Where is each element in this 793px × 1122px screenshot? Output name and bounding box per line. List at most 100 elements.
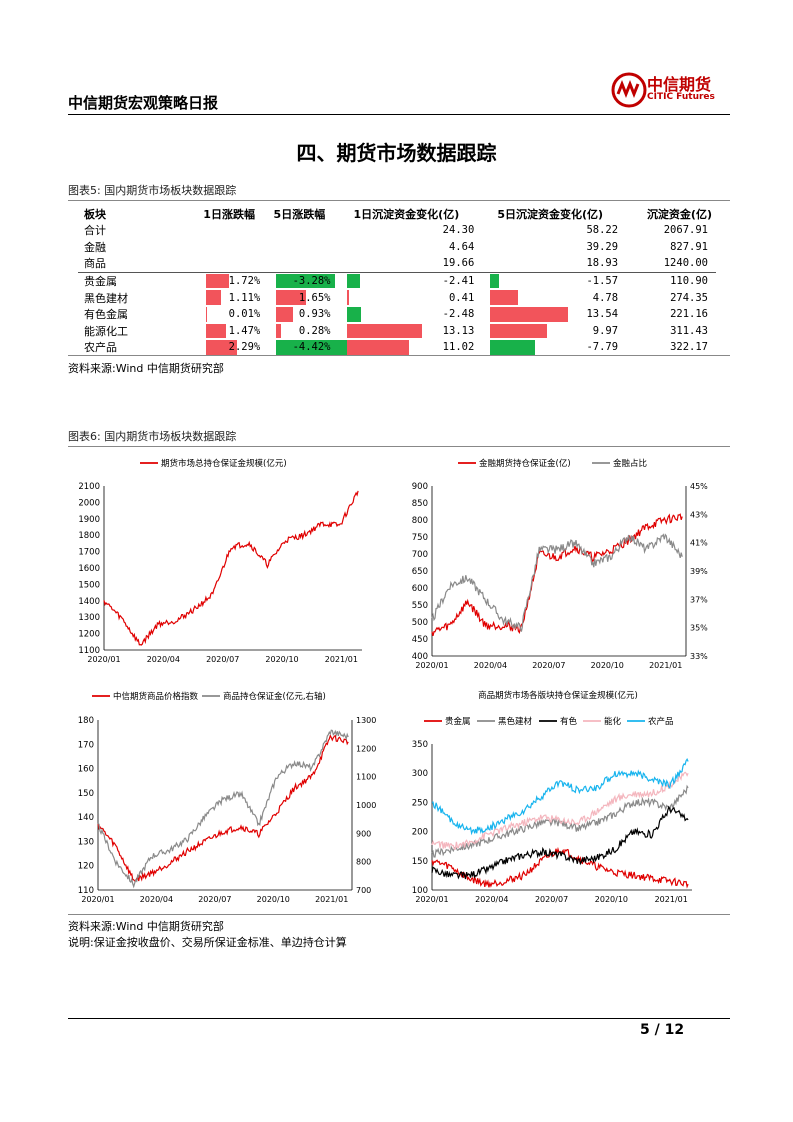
- sector-data-table: 板块 1日涨跌幅 5日涨跌幅 1日沉淀资金变化(亿) 5日沉淀资金变化(亿) 沉…: [78, 205, 716, 356]
- cell-d5: 1.65%: [264, 289, 334, 306]
- y-tick-label: 140: [78, 813, 94, 823]
- table-row: 农产品 2.29% -4.42% 11.02 -7.79 322.17: [78, 339, 716, 356]
- table-row: 黑色建材 1.11% 1.65% 0.41 4.78 274.35: [78, 289, 716, 306]
- cell-value: -2.48: [442, 308, 475, 321]
- cell-total: 110.90: [622, 271, 716, 290]
- cell-value: 311.43: [670, 324, 708, 337]
- header-divider: [68, 114, 730, 115]
- x-tick-label: 2021/01: [649, 661, 682, 670]
- cell-value: [331, 224, 335, 236]
- y-tick-label: 650: [412, 567, 428, 577]
- x-tick-label: 2020/10: [265, 655, 298, 664]
- positive-bar: [490, 306, 568, 322]
- x-tick-label: 2020/07: [532, 661, 565, 670]
- y-tick-label: 1300: [78, 613, 100, 623]
- y-tick-label: 130: [78, 837, 94, 847]
- cell-value: 0.28%: [298, 324, 331, 337]
- y-tick-label: 170: [78, 740, 94, 750]
- cell-total: 221.16: [622, 306, 716, 323]
- cell-value: 110.90: [670, 275, 708, 288]
- chart-sector-margin: 100 150 200 250 300 350 2020/01 2020/04 2020/07 2…: [412, 690, 692, 904]
- y2-tick-label: 43%: [690, 510, 708, 519]
- y2-tick-label: 800: [356, 858, 371, 867]
- cell-value: 1240.00: [663, 257, 708, 270]
- cell-c5: -7.79: [478, 339, 622, 356]
- cell-c1: -2.48: [335, 306, 479, 323]
- cell-d1: [194, 222, 264, 239]
- y-tick-label: 1700: [78, 548, 100, 558]
- cell-d5: [264, 222, 334, 239]
- cell-d5: [264, 239, 334, 256]
- cell-value: [331, 241, 335, 253]
- negative-bar: [346, 273, 361, 289]
- table-row: 有色金属 0.01% 0.93% -2.48 13.54 221.16: [78, 306, 716, 323]
- figure5-source: 资料来源:Wind 中信期货研究部: [68, 362, 224, 375]
- x-tick-label: 2021/01: [315, 895, 348, 904]
- cell-value: [331, 257, 335, 269]
- y-tick-label: 1100: [78, 646, 100, 656]
- y-tick-label: 450: [412, 635, 428, 645]
- y-tick-label: 850: [412, 499, 428, 509]
- negative-bar: [276, 340, 355, 355]
- cell-value: 39.29: [586, 240, 619, 253]
- section-title: 四、期货市场数据跟踪: [296, 141, 497, 165]
- negative-bar: [490, 273, 500, 289]
- cell-value: 9.97: [592, 324, 619, 337]
- cell-c5: -1.57: [478, 271, 623, 290]
- y2-tick-label: 37%: [690, 595, 708, 604]
- legend-label: 商品持仓保证金(亿元,右轴): [223, 691, 326, 702]
- cell-value: 13.54: [586, 308, 619, 321]
- cell-c5: 18.93: [478, 255, 622, 272]
- x-tick-label: 2020/01: [81, 895, 114, 904]
- y-tick-label: 110: [78, 886, 94, 896]
- cell-d1: 0.01%: [194, 306, 264, 323]
- sector-name: 有色金属: [84, 308, 128, 322]
- figure6-source: 资料来源:Wind 中信期货研究部: [68, 920, 224, 933]
- table-row: 贵金属 1.72% -3.28% -2.41 -1.57 110.90: [78, 271, 716, 290]
- series-line: [431, 513, 683, 636]
- col-header-c1: 1日沉淀资金变化(亿): [353, 207, 460, 221]
- positive-bar: [490, 323, 548, 339]
- y-tick-label: 1600: [78, 564, 100, 574]
- negative-bar: [490, 340, 535, 355]
- cell-c1: 24.30: [335, 222, 479, 239]
- y2-tick-label: 700: [356, 886, 371, 895]
- cell-c1: 11.02: [335, 339, 479, 356]
- positive-bar: [346, 290, 349, 305]
- cell-d5: -3.28%: [264, 271, 335, 290]
- y2-tick-label: 45%: [690, 482, 708, 491]
- cell-value: 2.29%: [228, 341, 261, 354]
- y-tick-label: 600: [412, 584, 428, 594]
- cell-c1: 0.41: [335, 289, 479, 306]
- y2-tick-label: 1300: [356, 716, 376, 725]
- y-tick-label: 2100: [78, 482, 100, 492]
- series-line: [97, 733, 349, 882]
- negative-bar: [346, 306, 361, 322]
- cell-value: 0.41: [448, 291, 475, 304]
- sector-name: 黑色建材: [84, 291, 128, 305]
- y-tick-label: 250: [412, 798, 428, 808]
- cell-value: 1.65%: [298, 291, 331, 304]
- sector-name: 贵金属: [78, 271, 194, 290]
- chart-commodity-index: 110 120 130 140 150 160 170 180 700 800 900 1000 110…: [78, 691, 377, 904]
- cell-d5: -4.42%: [264, 339, 355, 356]
- y2-tick-label: 35%: [690, 624, 708, 633]
- x-tick-label: 2020/10: [591, 661, 624, 670]
- cell-value: 24.30: [442, 224, 475, 237]
- cell-d1: 2.29%: [194, 339, 264, 356]
- cell-value: 4.78: [592, 291, 619, 304]
- x-tick-label: 2020/10: [595, 895, 628, 904]
- series-line: [431, 757, 689, 836]
- figure6-note: 说明:保证金按收盘价、交易所保证金标准、单边持仓计算: [68, 936, 347, 949]
- y2-tick-label: 33%: [690, 652, 708, 661]
- y-tick-label: 200: [412, 828, 428, 838]
- cell-d5: [264, 255, 334, 272]
- cell-value: 1.72%: [228, 275, 261, 288]
- x-tick-label: 2021/01: [325, 655, 358, 664]
- positive-bar: [206, 290, 221, 305]
- legend-label: 金融期货持仓保证金(亿): [479, 458, 571, 469]
- cell-value: 18.93: [586, 257, 619, 270]
- y2-tick-label: 1200: [356, 744, 376, 753]
- cell-value: [260, 224, 264, 236]
- sector-name: 合计: [84, 224, 106, 238]
